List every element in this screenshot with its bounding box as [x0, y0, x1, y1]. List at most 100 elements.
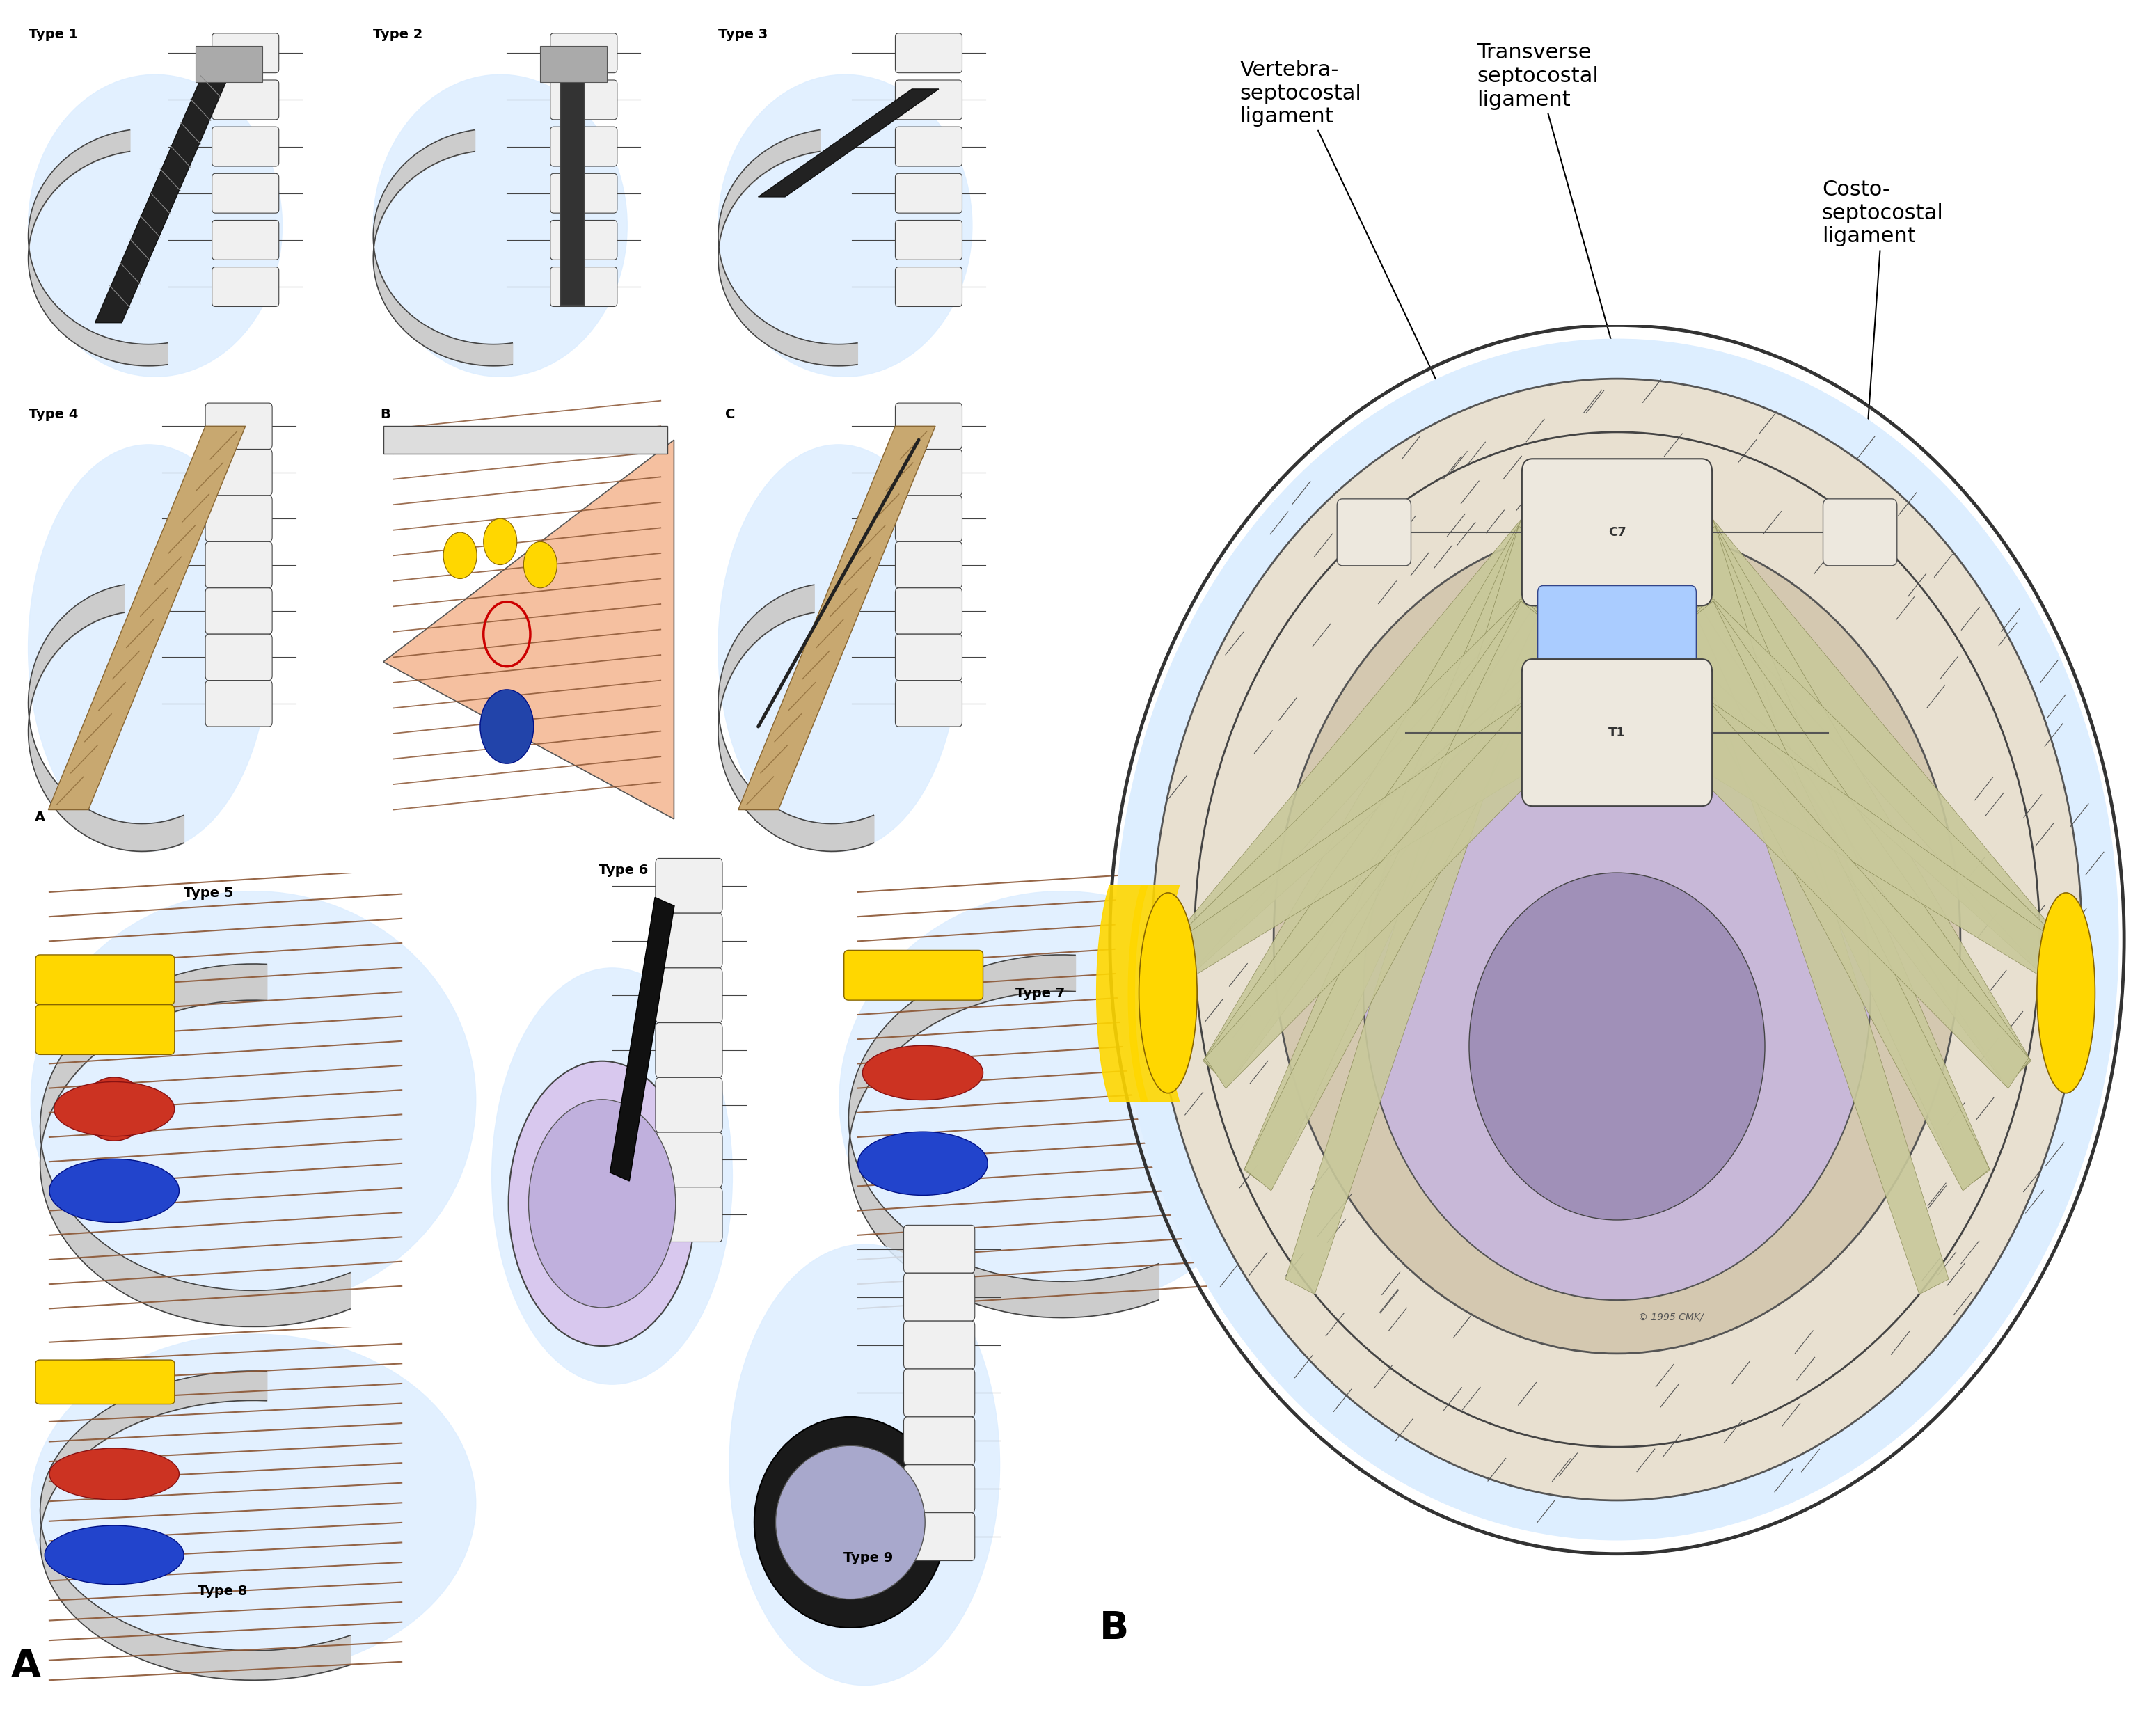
Polygon shape	[1669, 601, 1990, 1192]
FancyBboxPatch shape	[211, 127, 278, 166]
Ellipse shape	[718, 75, 972, 377]
FancyBboxPatch shape	[655, 1132, 722, 1186]
Ellipse shape	[509, 1061, 696, 1346]
FancyBboxPatch shape	[211, 33, 278, 74]
Ellipse shape	[54, 1082, 175, 1137]
Ellipse shape	[492, 967, 733, 1385]
Text: B: B	[379, 407, 390, 421]
Polygon shape	[1164, 592, 1559, 983]
Ellipse shape	[858, 1132, 987, 1195]
Ellipse shape	[755, 1418, 946, 1628]
FancyBboxPatch shape	[895, 633, 962, 680]
FancyBboxPatch shape	[1537, 586, 1697, 680]
Polygon shape	[1244, 522, 1565, 1190]
FancyBboxPatch shape	[211, 267, 278, 306]
Ellipse shape	[1274, 526, 1960, 1354]
Circle shape	[481, 690, 535, 764]
FancyBboxPatch shape	[205, 449, 272, 495]
Polygon shape	[1673, 700, 2029, 1089]
Polygon shape	[1675, 592, 2070, 983]
Text: Type 4: Type 4	[28, 407, 78, 421]
FancyBboxPatch shape	[895, 33, 962, 74]
FancyBboxPatch shape	[34, 1359, 175, 1404]
Ellipse shape	[2037, 894, 2096, 1092]
FancyBboxPatch shape	[205, 587, 272, 633]
Circle shape	[444, 532, 476, 579]
FancyBboxPatch shape	[895, 587, 962, 633]
Polygon shape	[737, 426, 936, 810]
Text: B: B	[1100, 1609, 1130, 1647]
Polygon shape	[1205, 700, 1561, 1089]
FancyBboxPatch shape	[211, 221, 278, 260]
Text: Type 2: Type 2	[373, 27, 423, 41]
FancyBboxPatch shape	[34, 955, 175, 1005]
FancyBboxPatch shape	[655, 1022, 722, 1077]
Ellipse shape	[718, 445, 959, 851]
Polygon shape	[1162, 514, 1561, 981]
FancyBboxPatch shape	[550, 80, 617, 120]
FancyBboxPatch shape	[903, 1322, 975, 1370]
FancyBboxPatch shape	[205, 402, 272, 449]
Text: Costo-
septocostal
ligament: Costo- septocostal ligament	[1822, 180, 1943, 683]
Text: © 1995 CMK/: © 1995 CMK/	[1639, 1313, 1703, 1322]
FancyBboxPatch shape	[655, 858, 722, 912]
FancyBboxPatch shape	[655, 912, 722, 967]
Ellipse shape	[1151, 378, 2083, 1500]
Polygon shape	[95, 60, 235, 322]
FancyBboxPatch shape	[1522, 659, 1712, 806]
Text: Type 9: Type 9	[843, 1551, 893, 1565]
FancyBboxPatch shape	[895, 402, 962, 449]
Text: Type 3: Type 3	[718, 27, 768, 41]
Ellipse shape	[30, 1334, 476, 1673]
FancyBboxPatch shape	[1522, 459, 1712, 606]
FancyBboxPatch shape	[843, 950, 983, 1000]
FancyBboxPatch shape	[903, 1274, 975, 1322]
Polygon shape	[1203, 519, 1563, 1085]
FancyBboxPatch shape	[211, 80, 278, 120]
FancyBboxPatch shape	[205, 495, 272, 541]
Circle shape	[82, 1077, 147, 1140]
Text: C: C	[724, 407, 735, 421]
Text: A: A	[11, 1647, 41, 1685]
Circle shape	[524, 541, 556, 587]
FancyBboxPatch shape	[550, 33, 617, 74]
Ellipse shape	[50, 1159, 179, 1222]
FancyBboxPatch shape	[895, 80, 962, 120]
Polygon shape	[1669, 522, 1990, 1190]
FancyBboxPatch shape	[895, 221, 962, 260]
Ellipse shape	[1138, 894, 1197, 1092]
FancyBboxPatch shape	[903, 1513, 975, 1561]
Ellipse shape	[1468, 873, 1766, 1221]
Ellipse shape	[1115, 339, 2119, 1541]
Polygon shape	[1244, 601, 1565, 1192]
FancyBboxPatch shape	[655, 1077, 722, 1132]
Text: Type 8: Type 8	[198, 1585, 248, 1597]
Text: Type 7: Type 7	[1015, 986, 1065, 1000]
Ellipse shape	[776, 1445, 925, 1599]
FancyBboxPatch shape	[903, 1418, 975, 1465]
FancyBboxPatch shape	[550, 221, 617, 260]
FancyBboxPatch shape	[34, 1005, 175, 1055]
Text: Vertebra-
septocostal
ligament: Vertebra- septocostal ligament	[1240, 60, 1526, 570]
Polygon shape	[1671, 596, 2031, 1087]
Ellipse shape	[373, 75, 627, 377]
FancyBboxPatch shape	[655, 1186, 722, 1241]
Text: A: A	[34, 810, 45, 823]
Text: Suprapleural
ligament: Suprapleural ligament	[1714, 745, 1850, 1037]
FancyBboxPatch shape	[895, 495, 962, 541]
FancyBboxPatch shape	[550, 267, 617, 306]
Polygon shape	[196, 46, 263, 82]
Text: T1: T1	[1608, 726, 1626, 740]
FancyBboxPatch shape	[903, 1370, 975, 1418]
FancyBboxPatch shape	[903, 1226, 975, 1274]
Polygon shape	[384, 440, 675, 818]
FancyBboxPatch shape	[895, 680, 962, 726]
Ellipse shape	[30, 892, 476, 1308]
FancyBboxPatch shape	[550, 173, 617, 212]
Text: Transverse
septocostal
ligament: Transverse septocostal ligament	[1477, 43, 1664, 531]
FancyArrow shape	[384, 426, 668, 454]
FancyBboxPatch shape	[205, 633, 272, 680]
Text: Type 1: Type 1	[28, 27, 78, 41]
Polygon shape	[1285, 526, 1567, 1294]
FancyBboxPatch shape	[895, 541, 962, 587]
